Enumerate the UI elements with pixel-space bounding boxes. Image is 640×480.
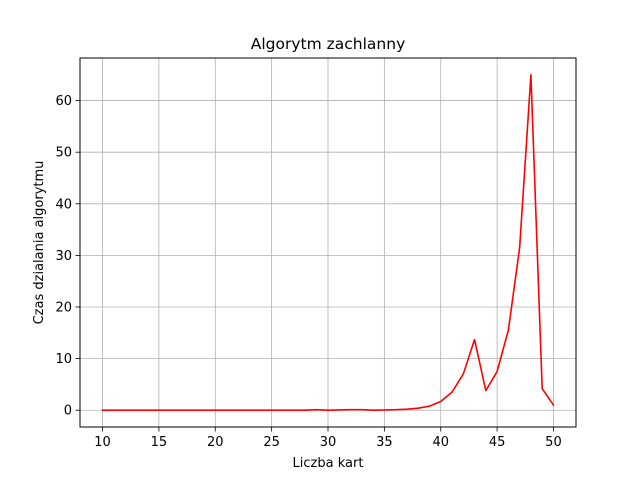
x-tick-label: 15 [151,435,168,450]
x-tick-label: 50 [545,435,562,450]
chart-title: Algorytm zachlanny [251,35,406,53]
x-tick-label: 45 [489,435,506,450]
y-tick-label: 50 [55,146,72,161]
x-tick-label: 25 [263,435,280,450]
y-axis-ticks: 0 10 20 30 40 50 60 [55,94,80,419]
y-tick-label: 60 [55,94,72,109]
x-axis-ticks: 10 15 20 25 30 35 40 45 50 [94,427,562,450]
y-axis-label: Czas dzialania algorytmu [32,161,47,325]
y-tick-label: 0 [64,404,72,419]
series-layer [101,73,555,412]
x-axis-label: Liczba kart [293,456,364,471]
grid-lines [80,58,576,427]
series-line [101,73,555,412]
x-tick-label: 20 [207,435,224,450]
x-tick-label: 40 [432,435,449,450]
y-tick-label: 20 [55,301,72,316]
y-tick-label: 40 [55,197,72,212]
x-tick-label: 10 [94,435,111,450]
y-tick-label: 10 [55,352,72,367]
x-tick-label: 35 [376,435,393,450]
y-tick-label: 30 [55,249,72,264]
x-tick-label: 30 [320,435,337,450]
